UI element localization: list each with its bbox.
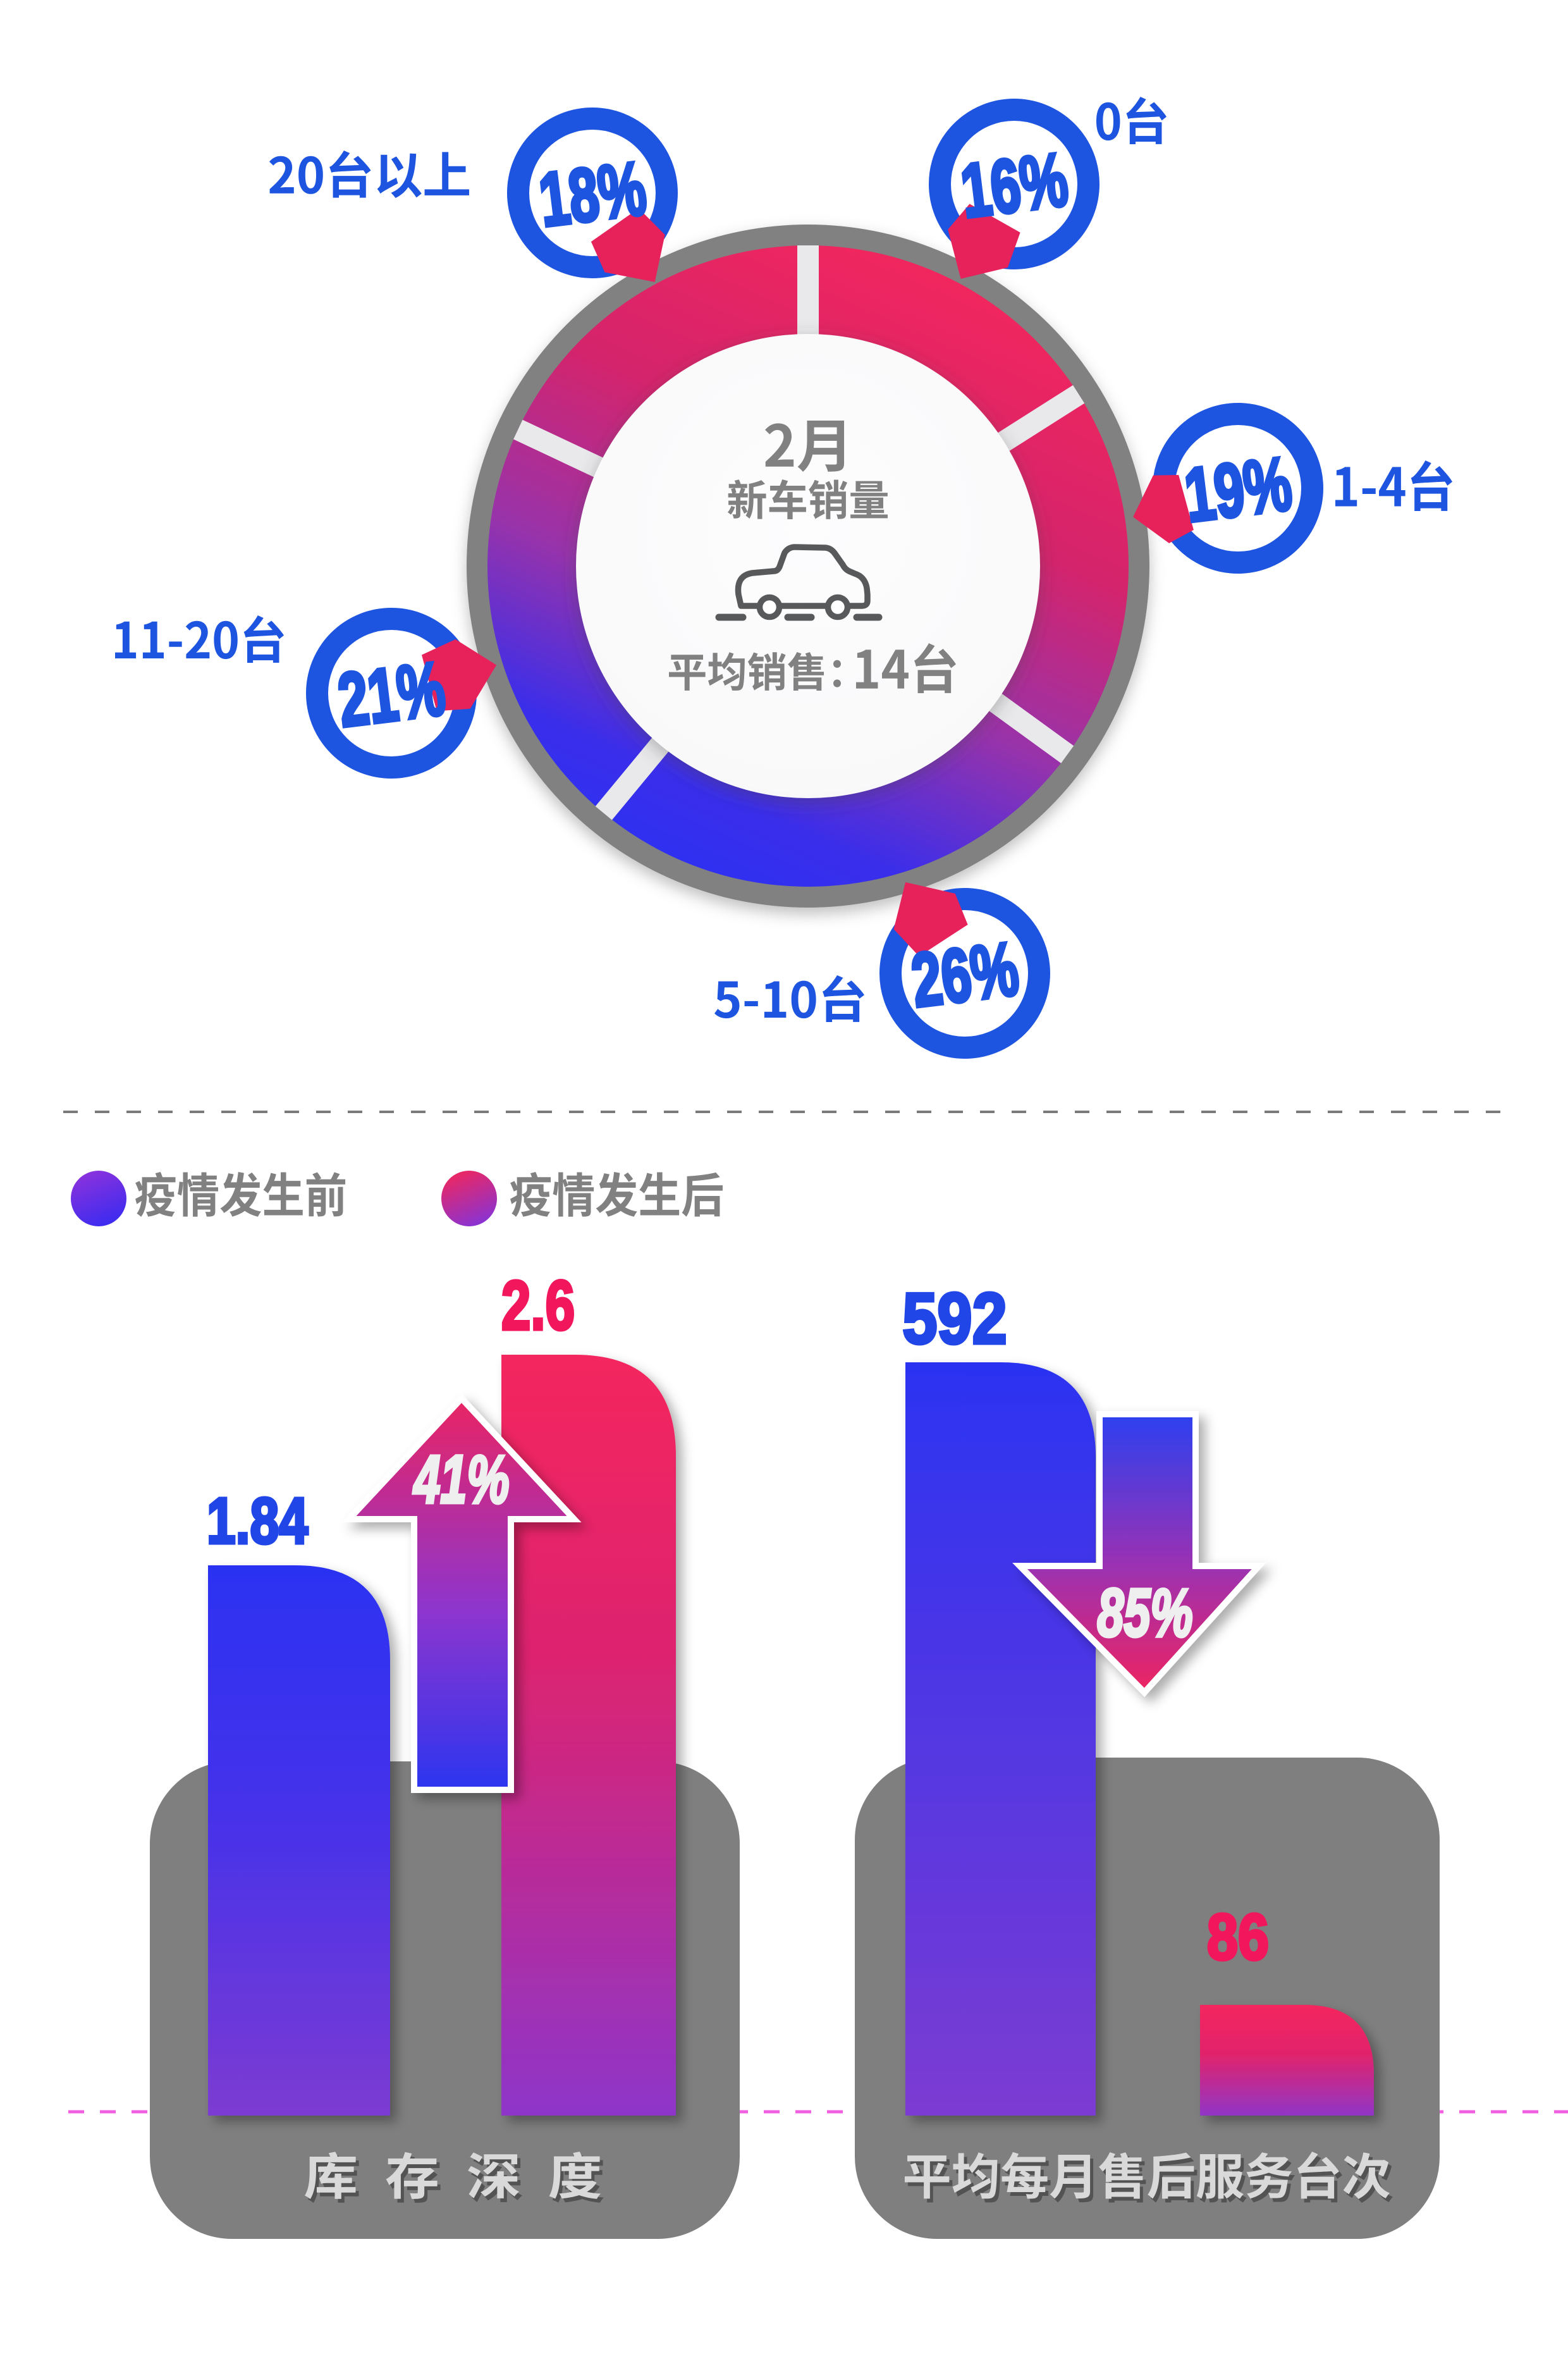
svg-text:18%: 18% (535, 145, 651, 242)
svg-text:19%: 19% (1180, 440, 1296, 538)
svg-text:21%: 21% (334, 645, 450, 743)
svg-text:2.6: 2.6 (501, 1267, 575, 1345)
svg-text:26%: 26% (907, 925, 1023, 1023)
svg-text:1.84: 1.84 (207, 1484, 308, 1557)
svg-text:85%: 85% (1097, 1575, 1192, 1651)
svg-text:41%: 41% (413, 1441, 510, 1517)
svg-text:86: 86 (1207, 1901, 1269, 1974)
svg-text:592: 592 (902, 1278, 1007, 1359)
svg-text:16%: 16% (957, 136, 1072, 233)
